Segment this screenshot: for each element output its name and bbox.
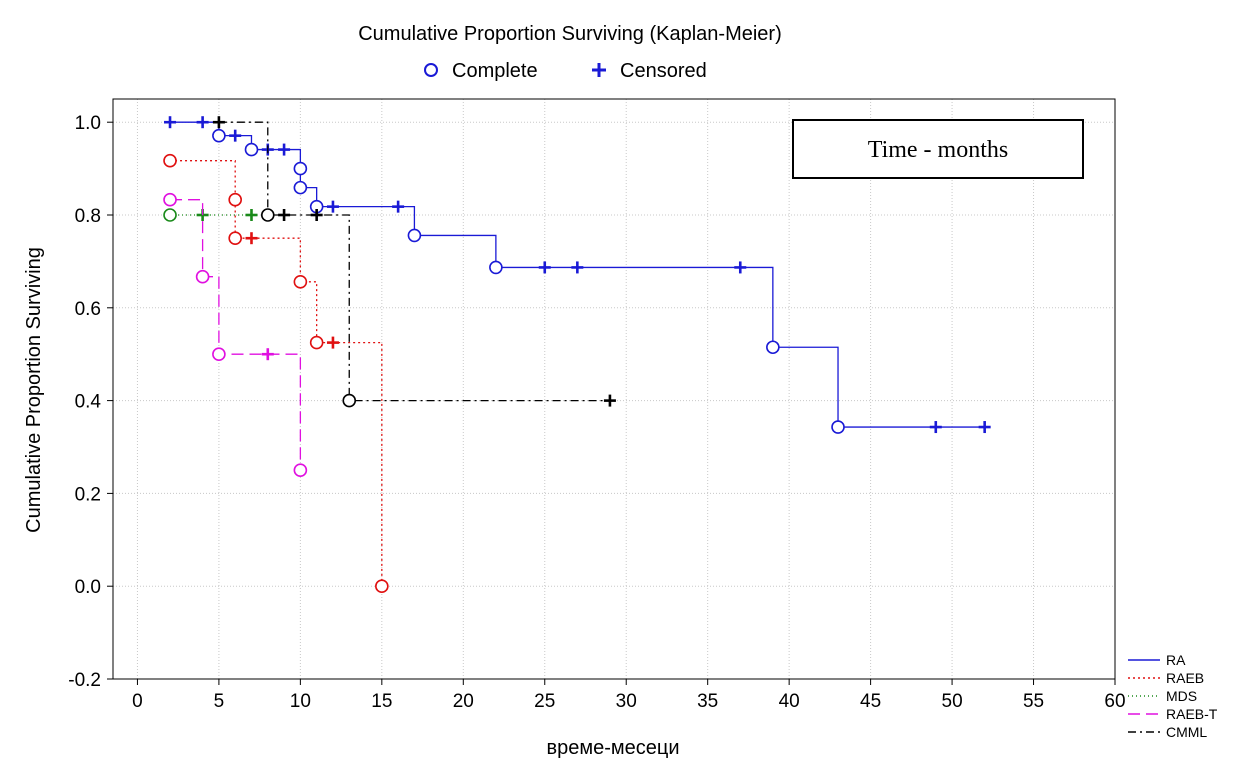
series-raeb [163, 153, 389, 594]
censored-legend-label: Censored [620, 60, 707, 82]
raeb-t-complete-point [212, 347, 226, 362]
cmml-censored-point [310, 209, 323, 221]
ra-complete-point [244, 142, 259, 157]
cmml-complete-point [342, 393, 357, 408]
grid-lines [113, 99, 1116, 680]
raeb-complete-point [375, 579, 389, 594]
cmml-step-line [218, 121, 610, 402]
raeb-censored-point [245, 232, 258, 245]
raeb-censored-point [326, 336, 339, 349]
x-tick-label: 50 [942, 691, 963, 712]
marker-legend: Complete Censored [424, 60, 707, 82]
raeb-t-censored-point [261, 348, 274, 361]
mds-censored-point [245, 209, 258, 221]
y-tick-label: 0.8 [75, 206, 101, 227]
series-cmml [212, 116, 616, 408]
raeb-complete-point [228, 192, 242, 207]
y-tick-label: 1.0 [75, 113, 101, 134]
y-axis-label: Cumulative Proportion Surviving [23, 247, 45, 533]
ra-complete-point [293, 161, 308, 176]
legend-label-cmml: CMML [1166, 724, 1207, 740]
x-tick-label: 60 [1104, 691, 1125, 712]
ra-complete-point [212, 128, 226, 143]
ra-censored-point [326, 200, 339, 213]
cmml-complete-point [260, 208, 275, 222]
y-axis: -0.2 0.0 0.2 0.4 0.6 0.8 1.0 [68, 113, 113, 691]
raeb-complete-point [293, 275, 308, 289]
x-tick-label: 55 [1023, 691, 1044, 712]
ra-complete-point [407, 228, 422, 243]
x-tick-label: 10 [290, 691, 311, 712]
y-tick-label: 0.6 [75, 299, 101, 320]
x-tick-label: 0 [132, 691, 143, 712]
raeb-step-line [170, 160, 383, 587]
cmml-censored-point [278, 209, 291, 221]
ra-censored-point [734, 261, 747, 274]
ra-censored-point [278, 143, 291, 156]
ra-complete-point [293, 180, 308, 195]
annotation-box: Time - months [792, 119, 1084, 179]
x-axis: 0 5 10 15 20 25 30 35 40 45 50 55 60 [132, 679, 1126, 712]
chart-title: Cumulative Proportion Surviving (Kaplan-… [358, 23, 782, 45]
cmml-censored-point [603, 394, 616, 407]
raeb-t-complete-point [195, 269, 210, 284]
ra-censored-point [229, 129, 242, 142]
raeb-complete-point [309, 335, 324, 350]
series-ra [164, 116, 991, 434]
ra-censored-point [978, 421, 991, 434]
x-tick-label: 45 [860, 691, 881, 712]
y-tick-label: -0.2 [68, 670, 101, 691]
ra-censored-point [196, 116, 209, 129]
legend-label-raeb: RAEB [1166, 670, 1204, 686]
ra-censored-point [571, 261, 584, 274]
legend-label-raeb-t: RAEB-T [1166, 706, 1218, 722]
complete-legend-label: Complete [452, 60, 538, 82]
x-tick-label: 20 [453, 691, 474, 712]
x-tick-label: 30 [616, 691, 637, 712]
cmml-censored-point [212, 116, 225, 129]
censored-legend-marker [592, 63, 606, 77]
series-mds [163, 208, 258, 222]
ra-censored-point [164, 116, 177, 129]
y-tick-label: 0.0 [75, 577, 101, 598]
plot-area-frame [112, 98, 1116, 680]
raeb-complete-point [228, 231, 242, 245]
ra-complete-point [831, 420, 845, 434]
x-tick-label: 40 [779, 691, 800, 712]
ra-complete-point [766, 340, 780, 355]
legend-label-mds: MDS [1166, 688, 1197, 704]
series-layer [163, 116, 991, 594]
y-tick-label: 0.4 [75, 392, 102, 413]
raeb-t-complete-point [293, 463, 308, 478]
raeb-t-complete-point [163, 192, 177, 207]
ra-complete-point [489, 260, 503, 275]
ra-censored-point [538, 261, 551, 274]
series-legend: RA RAEB MDS RAEB-T CMML [1128, 652, 1218, 740]
mds-complete-point [163, 208, 177, 222]
ra-censored-point [929, 421, 942, 434]
x-tick-label: 15 [371, 691, 392, 712]
x-tick-label: 35 [697, 691, 718, 712]
x-axis-label: време-месеци [546, 737, 679, 759]
ra-censored-point [392, 200, 405, 213]
y-tick-label: 0.2 [75, 484, 101, 505]
series-raeb-t [163, 192, 308, 478]
legend-label-ra: RA [1166, 652, 1186, 668]
x-tick-label: 25 [534, 691, 555, 712]
x-tick-label: 5 [214, 691, 225, 712]
annotation-text: Time - months [868, 137, 1008, 163]
complete-legend-marker [424, 63, 438, 77]
raeb-complete-point [163, 153, 177, 168]
